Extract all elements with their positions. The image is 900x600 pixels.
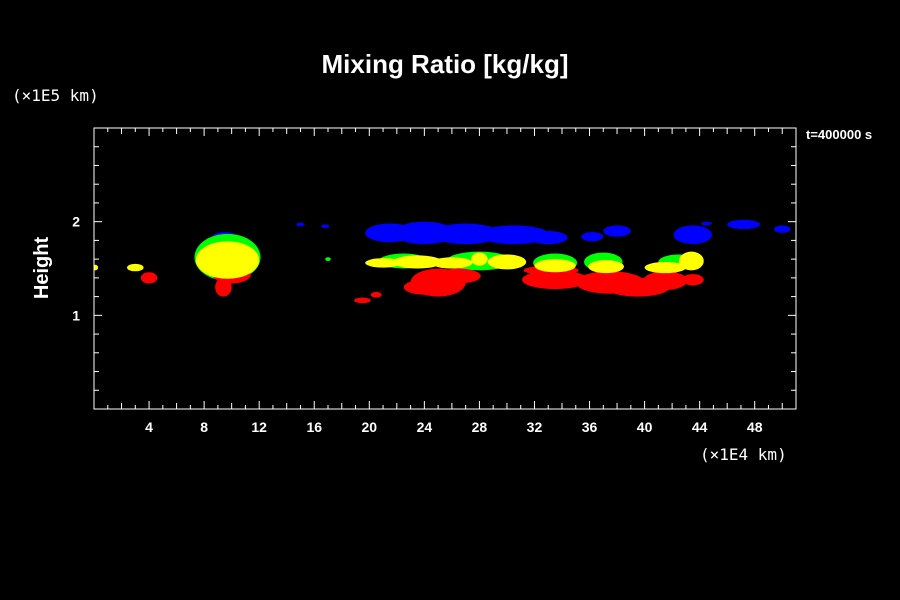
x-tick-label: 12 xyxy=(251,419,267,435)
x-tick-label: 20 xyxy=(362,419,378,435)
red-region-blob-6 xyxy=(522,270,589,290)
x-unit-label: (×1E4 km) xyxy=(700,445,787,464)
blue-region-blob-6 xyxy=(581,231,604,242)
plot-frame xyxy=(93,127,797,410)
x-tick-label: 24 xyxy=(417,419,433,435)
yellow-region-blob-4 xyxy=(392,255,443,269)
red-region-blob-10 xyxy=(681,274,704,286)
yellow-region-blob-7 xyxy=(487,254,527,270)
yellow-region-blob-10 xyxy=(644,261,686,274)
x-tick-label: 4 xyxy=(145,419,153,435)
x-tick-label: 40 xyxy=(637,419,653,435)
red-region-blob-2 xyxy=(140,272,158,284)
x-tick-label: 48 xyxy=(747,419,763,435)
red-region-blob-1 xyxy=(215,277,232,297)
blue-region-blob-7 xyxy=(673,225,713,245)
blue-region-blob-5 xyxy=(603,225,631,237)
y-tick-label: 1 xyxy=(72,307,80,323)
yellow-region-blob-9 xyxy=(588,260,624,274)
blue-region-blob-13 xyxy=(701,221,713,226)
red-region-blob-12 xyxy=(370,291,382,298)
x-tick-label: 36 xyxy=(582,419,598,435)
green-region-blob-5 xyxy=(325,257,331,262)
red-region-blob-5 xyxy=(436,268,481,284)
y-unit-label: (×1E5 km) xyxy=(12,86,99,105)
red-region-blob-4 xyxy=(403,279,445,295)
yellow-region-blob-0 xyxy=(195,241,260,279)
x-tick-label: 32 xyxy=(527,419,543,435)
x-tick-label: 44 xyxy=(692,419,708,435)
blue-region-blob-11 xyxy=(296,222,305,227)
blue-region-blob-12 xyxy=(321,224,330,229)
yellow-region-blob-6 xyxy=(471,252,488,266)
x-tick-label: 16 xyxy=(306,419,322,435)
yellow-region-blob-2 xyxy=(94,264,99,271)
axis-ticks xyxy=(93,128,797,409)
red-region-blob-9 xyxy=(643,271,688,291)
blue-region-blob-4 xyxy=(528,231,568,245)
x-tick-label: 8 xyxy=(200,419,208,435)
yellow-region-blob-8 xyxy=(534,259,576,273)
y-tick-label: 2 xyxy=(72,214,80,230)
blue-region-blob-9 xyxy=(773,225,791,233)
y-axis-title: Height xyxy=(31,237,53,300)
red-region-blob-11 xyxy=(354,297,371,304)
time-label: t=400000 s xyxy=(806,127,872,142)
yellow-region-blob-5 xyxy=(431,257,473,269)
yellow-region-blob-11 xyxy=(679,251,704,271)
x-tick-label: 28 xyxy=(472,419,488,435)
yellow-region-blob-1 xyxy=(127,263,144,272)
blue-region-blob-8 xyxy=(727,219,761,230)
chart-title: Mixing Ratio [kg/kg] xyxy=(322,49,569,79)
yellow-region-blob-3 xyxy=(365,258,401,268)
mixing-ratio-field xyxy=(94,219,791,304)
